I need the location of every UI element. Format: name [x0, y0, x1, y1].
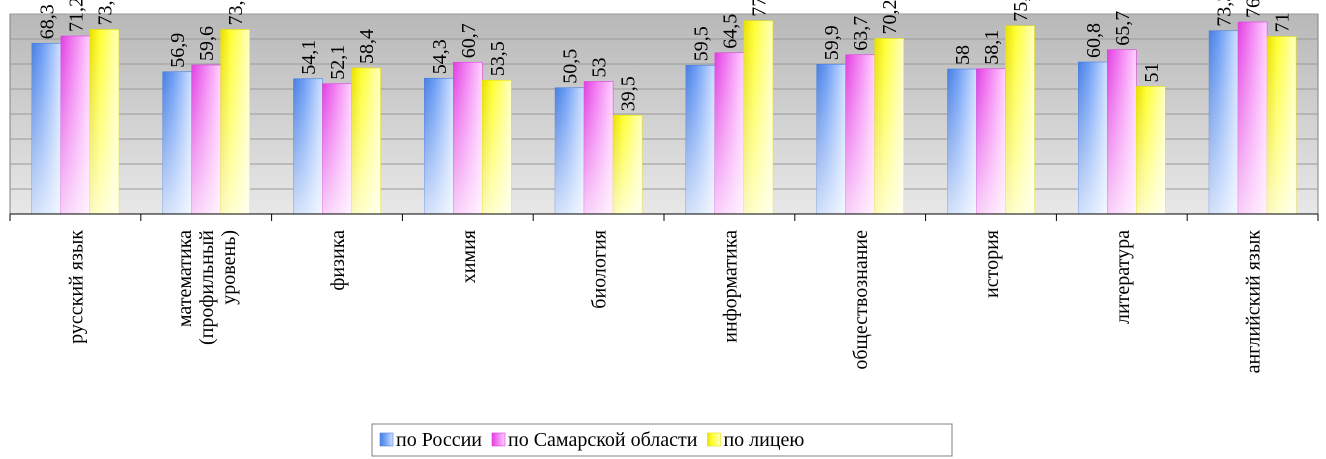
data-label: 59,5 [690, 26, 712, 61]
legend-box [371, 423, 953, 457]
bar-highlight [1005, 25, 1035, 214]
data-label: 73,8 [225, 0, 247, 26]
category-label: английский язык [1243, 230, 1265, 374]
data-label: 52,1 [327, 45, 349, 80]
data-label: 56,9 [167, 33, 189, 68]
category-label: биология [589, 230, 611, 309]
bar-highlight [1238, 22, 1268, 214]
data-label: 53 [589, 58, 611, 78]
legend-label: по России [396, 429, 482, 451]
bar-highlight [60, 36, 90, 214]
bar-highlight [162, 71, 192, 214]
category-label: математика [174, 230, 196, 327]
data-label: 70,2 [879, 0, 901, 35]
data-label: 54,3 [429, 39, 451, 74]
bar-highlight [613, 115, 643, 214]
data-label: 65,7 [1112, 11, 1134, 46]
data-label: 60,7 [458, 23, 480, 58]
data-label: 73,8 [94, 0, 116, 26]
data-label: 73,3 [1214, 0, 1236, 27]
category-label: уровень) [218, 230, 240, 305]
data-label: 71,2 [65, 0, 87, 32]
bar-highlight [685, 65, 715, 214]
data-label: 39,5 [618, 76, 640, 111]
bar-highlight [947, 69, 977, 214]
category-label: информатика [719, 230, 741, 343]
category-label: литература [1112, 230, 1134, 324]
bar-highlight [555, 87, 585, 214]
x-axis: русский язык математика (профильный уровень… [9, 213, 1319, 374]
data-label: 59,6 [196, 26, 218, 61]
data-label: 50,5 [560, 49, 582, 84]
data-label: 60,8 [1083, 23, 1105, 58]
bar-highlight [453, 62, 483, 214]
bar-highlight [31, 43, 61, 214]
bar-highlight [743, 20, 773, 214]
bar-highlight [322, 83, 352, 214]
data-label: 77,3 [748, 0, 770, 17]
bar-highlight [293, 78, 323, 214]
bar-highlight [1267, 36, 1297, 214]
bar-highlight [424, 78, 454, 214]
bar-highlight [1107, 49, 1137, 214]
category-label: физика [327, 230, 349, 291]
bar-highlight [874, 38, 904, 214]
data-label: 68,3 [36, 4, 58, 39]
bar-highlight [714, 52, 744, 214]
category-label: (профильный [196, 230, 218, 345]
category-label: обществознание [850, 230, 872, 370]
legend-label: по Самарской области [508, 429, 698, 451]
legend-swatch [491, 432, 506, 447]
legend: по России по Самарской области по лицею [371, 423, 953, 457]
data-label: 59,9 [821, 25, 843, 60]
bar-highlight [1078, 62, 1108, 214]
category-label: история [981, 230, 1003, 298]
bars [31, 20, 1297, 215]
data-label: 58,4 [356, 29, 378, 64]
data-label: 76,8 [1243, 0, 1265, 18]
legend-swatch [707, 432, 721, 447]
data-label: 75,3 [1010, 0, 1032, 22]
data-label: 64,5 [719, 14, 741, 49]
bar-highlight [1209, 30, 1239, 214]
data-label: 53,5 [487, 41, 509, 76]
bar-highlight [89, 29, 119, 214]
legend-label: по лицею [723, 429, 804, 451]
bar-highlight [845, 54, 875, 214]
bar-highlight [482, 80, 512, 214]
category-label: русский язык [65, 230, 87, 344]
bar-highlight [1136, 86, 1166, 214]
bar-highlight [220, 29, 250, 214]
bar-highlight [816, 64, 846, 214]
category-label: химия [458, 230, 480, 283]
data-label: 71 [1272, 13, 1294, 33]
data-label: 51 [1141, 63, 1163, 83]
bar-highlight [351, 68, 381, 214]
data-labels: 68,3 71,2 73,8 56,9 59,6 73,8 54,1 52,1 58,4 54,3… [36, 0, 1293, 111]
data-label: 63,7 [850, 16, 872, 51]
data-label: 58,1 [981, 30, 1003, 65]
data-label: 58 [952, 45, 974, 65]
bar-highlight [976, 68, 1006, 214]
bar-highlight [584, 81, 614, 214]
data-label: 54,1 [298, 40, 320, 75]
legend-swatch [379, 432, 394, 447]
bar-highlight [191, 65, 221, 214]
